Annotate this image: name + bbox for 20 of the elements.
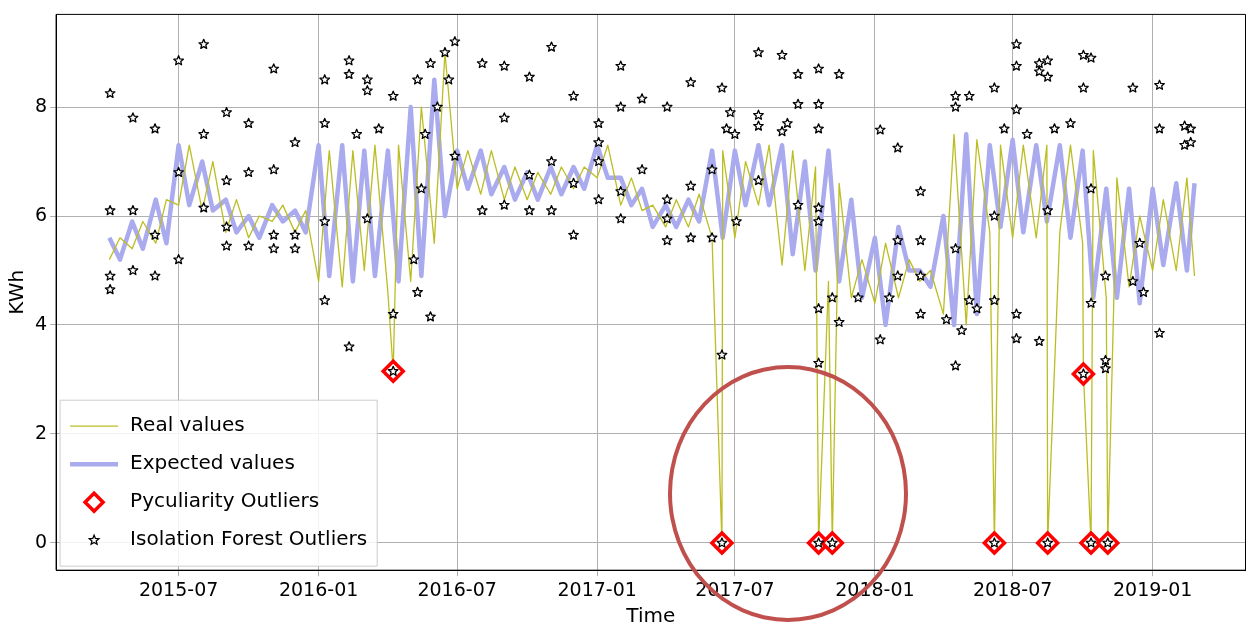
x-axis-title: Time	[625, 603, 676, 628]
legend-label: Pyculiarity Outliers	[130, 488, 320, 513]
legend-label: Isolation Forest Outliers	[130, 526, 368, 551]
x-tick-label: 2016-07	[417, 577, 497, 600]
x-tick-label: 2016-01	[278, 577, 359, 600]
y-axis-title: KWh	[4, 269, 29, 315]
y-tick-label: 2	[34, 420, 48, 443]
y-tick-label: 8	[34, 93, 48, 116]
y-tick-label: 4	[34, 311, 48, 334]
y-tick-label: 0	[34, 529, 48, 552]
x-tick-label: 2017-01	[557, 577, 637, 600]
y-tick-label: 6	[34, 202, 48, 225]
x-tick-label: 2015-07	[138, 577, 219, 600]
legend-label: Real values	[130, 412, 245, 437]
x-tick-label: 2018-07	[972, 577, 1053, 600]
point	[710, 531, 734, 555]
point	[1035, 531, 1060, 555]
x-tick-label: 2019-01	[1112, 577, 1193, 600]
legend-label: Expected values	[130, 450, 295, 475]
point	[982, 531, 1007, 555]
